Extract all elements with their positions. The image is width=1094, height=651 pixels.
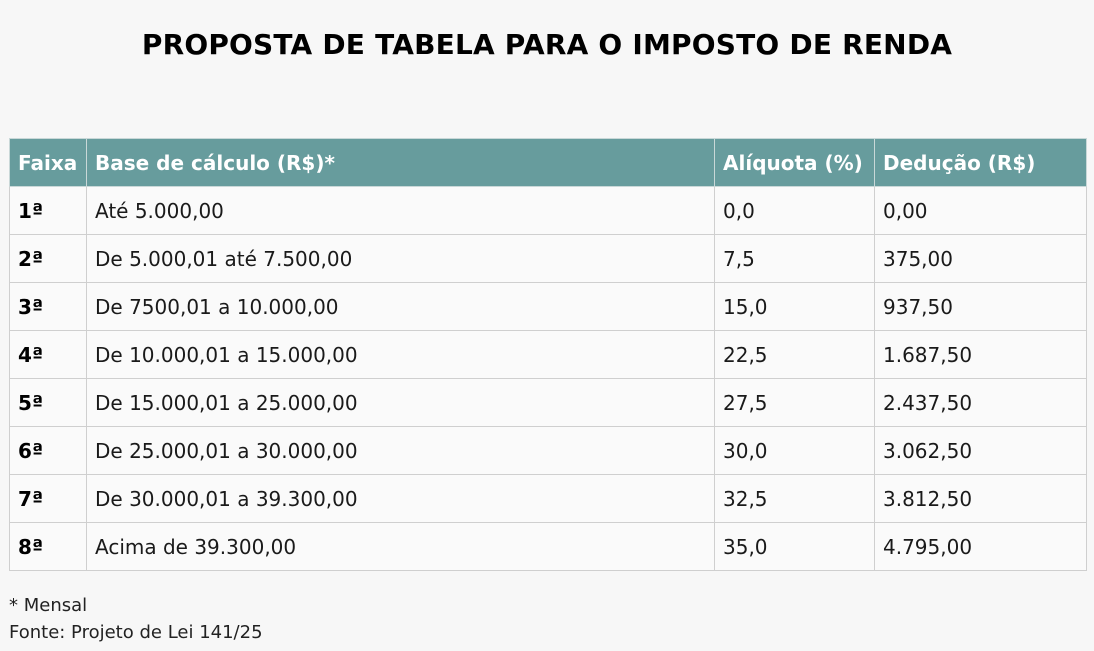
table-row: 8ª Acima de 39.300,00 35,0 4.795,00 <box>9 522 1087 571</box>
cell-deducao: 375,00 <box>874 234 1087 283</box>
cell-faixa: 5ª <box>9 378 87 427</box>
cell-faixa: 6ª <box>9 426 87 475</box>
footnote: * Mensal <box>9 595 88 616</box>
cell-aliquota: 15,0 <box>714 282 875 331</box>
cell-deducao: 4.795,00 <box>874 522 1087 571</box>
cell-aliquota: 0,0 <box>714 186 875 235</box>
table-row: 7ª De 30.000,01 a 39.300,00 32,5 3.812,5… <box>9 474 1087 523</box>
page-title: PROPOSTA DE TABELA PARA O IMPOSTO DE REN… <box>141 28 953 61</box>
header-base-calculo: Base de cálculo (R$)* <box>86 138 715 187</box>
cell-faixa: 1ª <box>9 186 87 235</box>
cell-base-calculo: De 15.000,01 a 25.000,00 <box>86 378 715 427</box>
header-faixa: Faixa <box>9 138 87 187</box>
cell-deducao: 0,00 <box>874 186 1087 235</box>
header-aliquota: Alíquota (%) <box>714 138 875 187</box>
table-row: 1ª Até 5.000,00 0,0 0,00 <box>9 186 1087 235</box>
cell-base-calculo: De 5.000,01 até 7.500,00 <box>86 234 715 283</box>
cell-faixa: 8ª <box>9 522 87 571</box>
cell-faixa: 7ª <box>9 474 87 523</box>
table-notes: * Mensal Fonte: Projeto de Lei 141/25 <box>9 592 263 646</box>
cell-aliquota: 32,5 <box>714 474 875 523</box>
cell-aliquota: 35,0 <box>714 522 875 571</box>
table-row: 6ª De 25.000,01 a 30.000,00 30,0 3.062,5… <box>9 426 1087 475</box>
cell-aliquota: 27,5 <box>714 378 875 427</box>
cell-base-calculo: De 10.000,01 a 15.000,00 <box>86 330 715 379</box>
cell-aliquota: 22,5 <box>714 330 875 379</box>
source-note: Fonte: Projeto de Lei 141/25 <box>9 622 263 643</box>
cell-deducao: 1.687,50 <box>874 330 1087 379</box>
cell-faixa: 3ª <box>9 282 87 331</box>
cell-base-calculo: Acima de 39.300,00 <box>86 522 715 571</box>
table-row: 2ª De 5.000,01 até 7.500,00 7,5 375,00 <box>9 234 1087 283</box>
header-deducao: Dedução (R$) <box>874 138 1087 187</box>
table-row: 4ª De 10.000,01 a 15.000,00 22,5 1.687,5… <box>9 330 1087 379</box>
cell-aliquota: 7,5 <box>714 234 875 283</box>
cell-base-calculo: De 30.000,01 a 39.300,00 <box>86 474 715 523</box>
cell-deducao: 3.812,50 <box>874 474 1087 523</box>
cell-aliquota: 30,0 <box>714 426 875 475</box>
cell-faixa: 2ª <box>9 234 87 283</box>
table-header-row: Faixa Base de cálculo (R$)* Alíquota (%)… <box>9 138 1087 187</box>
table-row: 5ª De 15.000,01 a 25.000,00 27,5 2.437,5… <box>9 378 1087 427</box>
cell-base-calculo: Até 5.000,00 <box>86 186 715 235</box>
cell-base-calculo: De 7500,01 a 10.000,00 <box>86 282 715 331</box>
cell-deducao: 937,50 <box>874 282 1087 331</box>
cell-deducao: 3.062,50 <box>874 426 1087 475</box>
tax-table: Faixa Base de cálculo (R$)* Alíquota (%)… <box>9 138 1087 571</box>
table-row: 3ª De 7500,01 a 10.000,00 15,0 937,50 <box>9 282 1087 331</box>
cell-base-calculo: De 25.000,01 a 30.000,00 <box>86 426 715 475</box>
cell-faixa: 4ª <box>9 330 87 379</box>
cell-deducao: 2.437,50 <box>874 378 1087 427</box>
